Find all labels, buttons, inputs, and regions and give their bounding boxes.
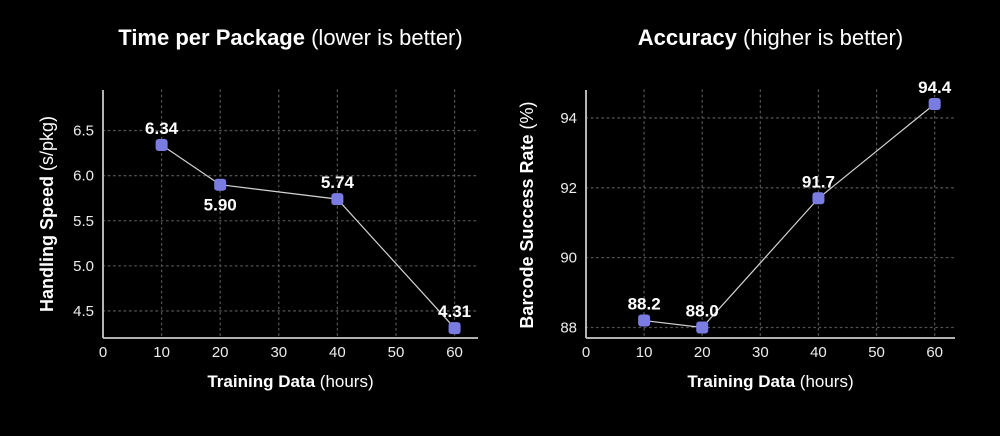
- series-line: [161, 144, 456, 329]
- accuracy-panel: Accuracy (higher is better) Barcode Succ…: [500, 0, 1000, 436]
- x-tick-label: 50: [388, 344, 405, 361]
- data-point-marker: [638, 314, 651, 327]
- x-axis-label: Training Data (hours): [103, 372, 478, 392]
- chart-title-note: (lower is better): [311, 25, 463, 50]
- y-tick-label: 4.5: [73, 303, 94, 320]
- x-tick-label: 50: [868, 344, 885, 361]
- x-tick-label: 10: [636, 344, 653, 361]
- chart-title-main: Accuracy: [637, 25, 737, 50]
- series-line: [644, 103, 936, 329]
- data-point-marker: [696, 321, 709, 334]
- y-tick-label: 88: [560, 320, 577, 337]
- data-point-label: 6.34: [145, 119, 179, 138]
- y-tick-label: 94: [560, 110, 577, 127]
- x-tick-label: 20: [694, 344, 711, 361]
- x-axis-label-note: (hours): [799, 372, 854, 391]
- data-point-marker: [331, 193, 344, 206]
- x-axis-label-main: Training Data: [207, 372, 316, 391]
- data-point-marker: [928, 97, 941, 110]
- data-point-label: 4.31: [438, 302, 471, 321]
- y-tick-label: 92: [560, 180, 577, 197]
- x-tick-label: 30: [270, 344, 287, 361]
- chart-title-main: Time per Package: [118, 25, 305, 50]
- x-tick-label: 30: [752, 344, 769, 361]
- data-point-label: 5.74: [321, 173, 355, 192]
- chart-title: Time per Package (lower is better): [103, 24, 478, 52]
- data-point-marker: [214, 178, 227, 191]
- accuracy-plot: 0 10 20 30 40 50 60 88 90 92 94 88.2 88.0 91.7 94.4: [560, 78, 956, 361]
- data-point-label: 88.0: [686, 302, 719, 321]
- x-tick-label: 10: [153, 344, 170, 361]
- data-point-label: 94.4: [918, 78, 952, 97]
- data-point-marker: [448, 322, 461, 335]
- y-tick-label: 6.5: [73, 123, 94, 140]
- y-tick-label: 5.0: [73, 258, 94, 275]
- chart-title: Accuracy (higher is better): [586, 24, 955, 52]
- y-tick-label: 5.5: [73, 213, 94, 230]
- x-tick-label: 40: [329, 344, 346, 361]
- y-tick-label: 6.0: [73, 168, 94, 185]
- data-point-marker: [155, 139, 168, 152]
- time-per-package-panel: Time per Package (lower is better) Handl…: [37, 24, 479, 392]
- x-axis-label: Training Data (hours): [586, 372, 955, 392]
- chart-title-note: (higher is better): [743, 25, 904, 50]
- x-tick-label: 0: [99, 344, 107, 361]
- x-tick-label: 20: [212, 344, 229, 361]
- x-axis-label-main: Training Data: [687, 372, 796, 391]
- x-tick-label: 60: [926, 344, 943, 361]
- data-point-marker: [812, 192, 825, 205]
- x-axis-label-note: (hours): [319, 372, 374, 391]
- time-per-package-plot: 0 10 20 30 40 50 60 4.5 5.0 5.5 6.0 6.5 6.34 5.90 5.74…: [73, 89, 479, 361]
- x-tick-label: 40: [810, 344, 827, 361]
- y-tick-label: 90: [560, 250, 577, 267]
- x-tick-label: 0: [582, 344, 590, 361]
- x-tick-label: 60: [446, 344, 463, 361]
- data-point-label: 91.7: [802, 172, 835, 191]
- data-point-label: 5.90: [204, 196, 237, 215]
- data-point-label: 88.2: [628, 295, 661, 314]
